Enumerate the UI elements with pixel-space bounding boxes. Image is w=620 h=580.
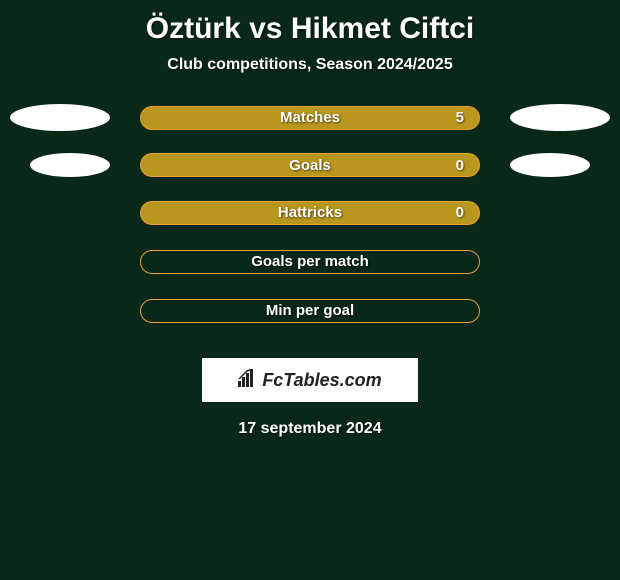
- right-ellipse: [510, 153, 590, 177]
- stat-value: 0: [456, 204, 464, 221]
- page-subtitle: Club competitions, Season 2024/2025: [167, 56, 452, 74]
- stat-bar: Goals per match: [140, 250, 480, 274]
- stat-label: Hattricks: [278, 204, 342, 221]
- page-title: Öztürk vs Hikmet Ciftci: [146, 12, 474, 46]
- stat-row: Matches 5: [10, 104, 610, 131]
- left-ellipse: [10, 104, 110, 131]
- main-container: Öztürk vs Hikmet Ciftci Club competition…: [0, 0, 620, 438]
- date-text: 17 september 2024: [238, 420, 381, 438]
- stat-row: Min per goal: [10, 297, 610, 324]
- stat-row: Hattricks 0: [10, 199, 610, 226]
- logo-text: FcTables.com: [238, 369, 381, 392]
- stat-bar: Min per goal: [140, 299, 480, 323]
- logo-label: FcTables.com: [262, 370, 381, 391]
- stat-bar: Matches 5: [140, 106, 480, 130]
- stat-value: 0: [456, 157, 464, 174]
- stat-row: Goals 0: [10, 153, 610, 177]
- stat-bar: Hattricks 0: [140, 201, 480, 225]
- left-ellipse: [30, 153, 110, 177]
- right-ellipse: [510, 104, 610, 131]
- stat-label: Min per goal: [266, 302, 354, 319]
- stat-value: 5: [456, 109, 464, 126]
- stat-label: Goals per match: [251, 253, 369, 270]
- chart-icon: [238, 369, 258, 392]
- stat-bar: Goals 0: [140, 153, 480, 177]
- stats-container: Matches 5 Goals 0 Hattricks 0 Goals per match M…: [10, 104, 610, 346]
- logo-box[interactable]: FcTables.com: [202, 358, 418, 402]
- stat-row: Goals per match: [10, 248, 610, 275]
- stat-label: Goals: [289, 157, 331, 174]
- stat-label: Matches: [280, 109, 340, 126]
